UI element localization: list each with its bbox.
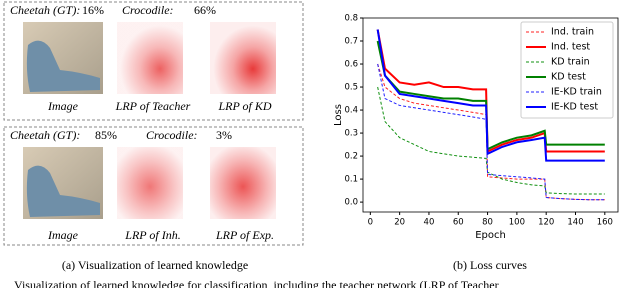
x-tick-label: 20 xyxy=(394,218,405,228)
other-value: 66% xyxy=(194,3,216,17)
x-tick-label: 80 xyxy=(482,218,493,228)
other-label: Crocodile: xyxy=(146,128,198,142)
image-caption: Image xyxy=(47,99,79,113)
heatmap xyxy=(210,147,276,219)
cat-shape xyxy=(26,40,100,92)
image-caption: LRP of Exp. xyxy=(215,228,274,242)
legend-label: KD train xyxy=(551,57,590,68)
example-box xyxy=(3,1,304,121)
other-value: 3% xyxy=(216,128,232,142)
y-tick-label: 0.5 xyxy=(344,83,358,93)
y-tick-label: 0.6 xyxy=(344,60,358,70)
example-box xyxy=(3,126,304,246)
image-caption: LRP of Inh. xyxy=(124,228,180,242)
x-tick-label: 100 xyxy=(509,218,525,228)
gt-label: Cheetah (GT): xyxy=(10,128,80,142)
image-caption: LRP of KD xyxy=(217,99,271,113)
image-caption: Image xyxy=(47,228,79,242)
legend-label: IE-KD test xyxy=(551,102,598,113)
loss-chart: 0.0 0.1 0.2 0.3 0.4 0.5 0.6 0.7 0.8 0 20 40 60 80 100 1… xyxy=(333,14,619,241)
x-axis-label: Epoch xyxy=(475,230,506,241)
x-tick-label: 60 xyxy=(453,218,464,228)
x-tick-label: 40 xyxy=(424,218,435,228)
panel-caption: (b) Loss curves xyxy=(453,258,527,272)
image-caption: LRP of Teacher xyxy=(115,99,191,113)
gt-label: Cheetah (GT): xyxy=(10,3,80,17)
example-1: Cheetah (GT): 16% Crocodile: 66% Image L… xyxy=(10,3,276,113)
y-tick-label: 0.1 xyxy=(344,175,358,185)
y-tick-label: 0.7 xyxy=(344,37,358,47)
legend-label: IE-KD train xyxy=(551,87,602,98)
heatmap xyxy=(210,22,276,94)
figure-caption: Visualization of learned knowledge for c… xyxy=(14,278,499,288)
y-tick-label: 0.8 xyxy=(344,14,358,24)
cat-shape xyxy=(26,165,100,217)
other-label: Crocodile: xyxy=(122,3,174,17)
heatmap xyxy=(117,147,183,219)
x-tick-label: 160 xyxy=(597,218,613,228)
x-tick-label: 120 xyxy=(538,218,554,228)
y-tick-label: 0.4 xyxy=(344,106,358,116)
example-2: Cheetah (GT): 85% Crocodile: 3% Image LR… xyxy=(10,128,276,242)
heatmap xyxy=(117,22,183,94)
x-tick-label: 0 xyxy=(368,218,373,228)
legend-label: KD test xyxy=(551,72,586,83)
y-axis-label: Loss xyxy=(333,104,344,126)
gt-value: 85% xyxy=(95,128,117,142)
legend-label: Ind. train xyxy=(551,27,594,38)
x-tick-label: 140 xyxy=(567,218,583,228)
y-tick-label: 0.2 xyxy=(344,152,358,162)
y-tick-label: 0.3 xyxy=(344,129,358,139)
legend-label: Ind. test xyxy=(551,42,590,53)
y-tick-label: 0.0 xyxy=(344,198,358,208)
gt-value: 16% xyxy=(82,3,104,17)
loss-line xyxy=(376,29,605,162)
plot-frame xyxy=(362,17,619,213)
loss-line xyxy=(377,63,605,201)
panel-caption: (a) Visualization of learned knowledge xyxy=(62,258,248,272)
